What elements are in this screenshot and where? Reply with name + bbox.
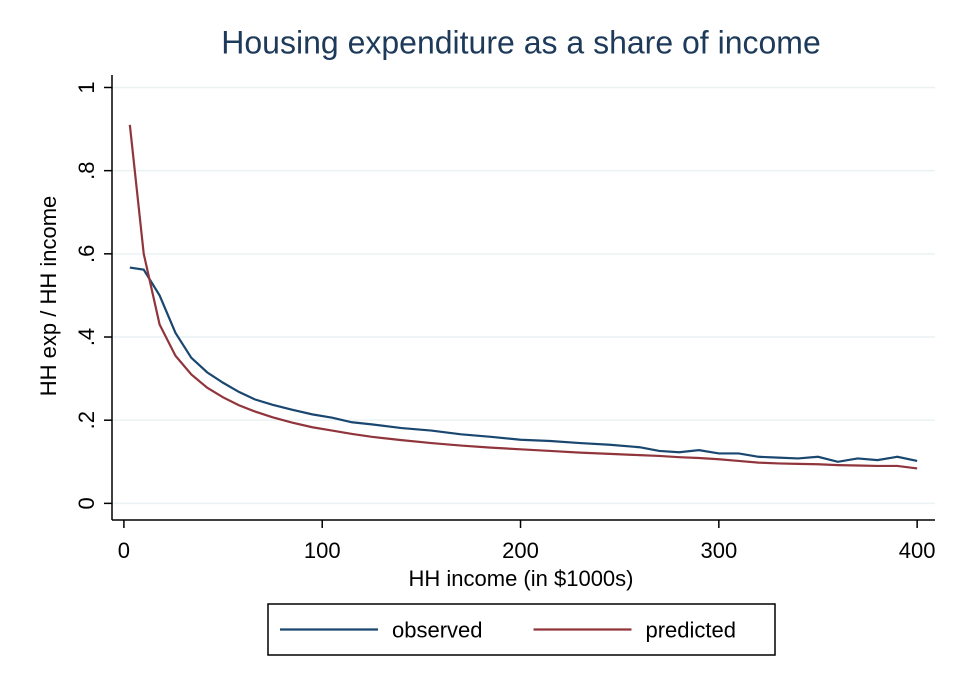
legend-label: observed bbox=[392, 617, 483, 642]
y-tick-label: .2 bbox=[74, 411, 99, 429]
y-tick-label: 1 bbox=[74, 81, 99, 93]
x-tick-label: 400 bbox=[899, 538, 936, 563]
x-tick-label: 300 bbox=[700, 538, 737, 563]
x-tick-label: 0 bbox=[118, 538, 130, 563]
chart-title: Housing expenditure as a share of income bbox=[221, 24, 820, 60]
y-tick-label: 0 bbox=[74, 497, 99, 509]
y-tick-label: .8 bbox=[74, 161, 99, 179]
x-tick-label: 100 bbox=[304, 538, 341, 563]
series-line bbox=[128, 124, 918, 470]
y-tick-label: .6 bbox=[74, 245, 99, 263]
series-line bbox=[129, 266, 918, 463]
x-axis-title: HH income (in $1000s) bbox=[409, 566, 634, 591]
y-tick-label: .4 bbox=[74, 328, 99, 346]
y-axis-title: HH exp / HH income bbox=[36, 196, 61, 397]
legend-label: predicted bbox=[646, 617, 737, 642]
x-tick-label: 200 bbox=[502, 538, 539, 563]
